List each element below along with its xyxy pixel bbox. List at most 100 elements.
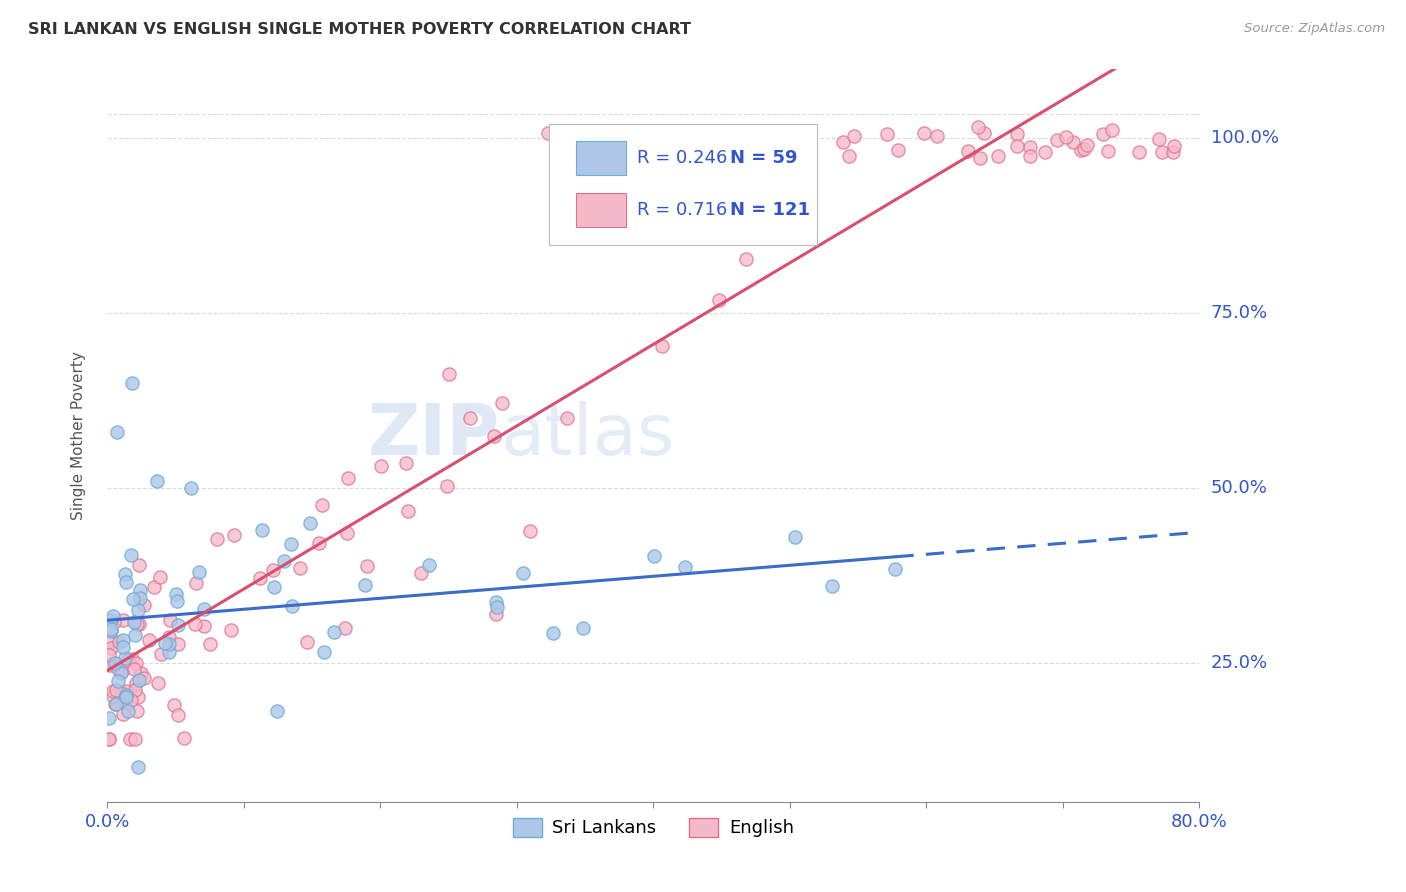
Point <box>159 613 181 627</box>
Point <box>967 120 990 134</box>
Point <box>111 633 134 648</box>
Point <box>97 732 120 747</box>
Point <box>127 602 149 616</box>
Point <box>127 690 149 705</box>
Point <box>262 563 284 577</box>
Point <box>673 560 696 574</box>
Point <box>121 376 143 390</box>
Point <box>1097 144 1119 158</box>
Point <box>723 136 745 151</box>
Point <box>100 622 122 636</box>
Point <box>127 705 149 719</box>
Point <box>125 616 148 631</box>
Point <box>765 134 787 148</box>
Point <box>969 151 991 165</box>
Point <box>308 536 330 550</box>
Point <box>145 474 167 488</box>
Point <box>610 134 633 148</box>
Point <box>1128 145 1150 160</box>
Point <box>418 558 440 573</box>
Point <box>783 530 806 544</box>
Point <box>370 459 392 474</box>
Point <box>101 609 124 624</box>
Text: atlas: atlas <box>501 401 675 470</box>
Point <box>912 126 935 140</box>
Legend: Sri Lankans, English: Sri Lankans, English <box>506 811 801 845</box>
Point <box>831 135 853 149</box>
Point <box>180 481 202 495</box>
Point <box>484 595 506 609</box>
FancyBboxPatch shape <box>575 194 626 227</box>
Point <box>569 149 592 163</box>
Point <box>120 693 142 707</box>
Point <box>838 149 860 163</box>
Point <box>101 683 124 698</box>
Point <box>122 592 145 607</box>
Point <box>280 599 302 613</box>
Point <box>537 126 560 140</box>
Point <box>104 698 127 712</box>
Point <box>785 138 807 153</box>
Text: 25.0%: 25.0% <box>1211 654 1268 672</box>
Point <box>288 561 311 575</box>
Point <box>1054 129 1077 144</box>
Point <box>146 675 169 690</box>
Point <box>651 339 673 353</box>
Point <box>157 630 180 644</box>
Point <box>163 698 186 712</box>
Point <box>193 602 215 616</box>
Point <box>167 637 190 651</box>
Point <box>589 127 612 141</box>
Point <box>105 425 128 439</box>
Point <box>280 537 302 551</box>
Point <box>128 617 150 632</box>
Text: R = 0.716: R = 0.716 <box>637 201 727 219</box>
Point <box>111 614 134 628</box>
Point <box>1033 145 1056 159</box>
Point <box>132 598 155 612</box>
Point <box>1070 144 1092 158</box>
Point <box>129 666 152 681</box>
Point <box>122 661 145 675</box>
Point <box>299 516 322 530</box>
Point <box>183 617 205 632</box>
Point <box>1147 132 1170 146</box>
Point <box>124 732 146 747</box>
Point <box>104 656 127 670</box>
Point <box>411 566 433 581</box>
Point <box>124 682 146 697</box>
Point <box>543 626 565 640</box>
Point <box>844 128 866 143</box>
Point <box>115 690 138 705</box>
Point <box>114 650 136 665</box>
Point <box>124 628 146 642</box>
Point <box>184 576 207 591</box>
Point <box>395 456 418 470</box>
Point <box>97 732 120 747</box>
Point <box>98 658 121 673</box>
Point <box>103 689 125 703</box>
Point <box>125 676 148 690</box>
Point <box>1076 137 1098 152</box>
Point <box>121 651 143 665</box>
Point <box>128 558 150 572</box>
Point <box>884 561 907 575</box>
Point <box>105 683 128 698</box>
Point <box>512 566 534 581</box>
Point <box>273 554 295 568</box>
Point <box>114 696 136 710</box>
Text: 75.0%: 75.0% <box>1211 304 1268 322</box>
Text: Source: ZipAtlas.com: Source: ZipAtlas.com <box>1244 22 1385 36</box>
Point <box>107 673 129 688</box>
Point <box>167 618 190 632</box>
Point <box>100 624 122 639</box>
Point <box>323 625 346 640</box>
Point <box>110 685 132 699</box>
Point <box>153 636 176 650</box>
Point <box>120 548 142 562</box>
Point <box>484 607 506 621</box>
Point <box>956 144 979 158</box>
Point <box>437 368 460 382</box>
Point <box>311 498 333 512</box>
Point <box>295 634 318 648</box>
